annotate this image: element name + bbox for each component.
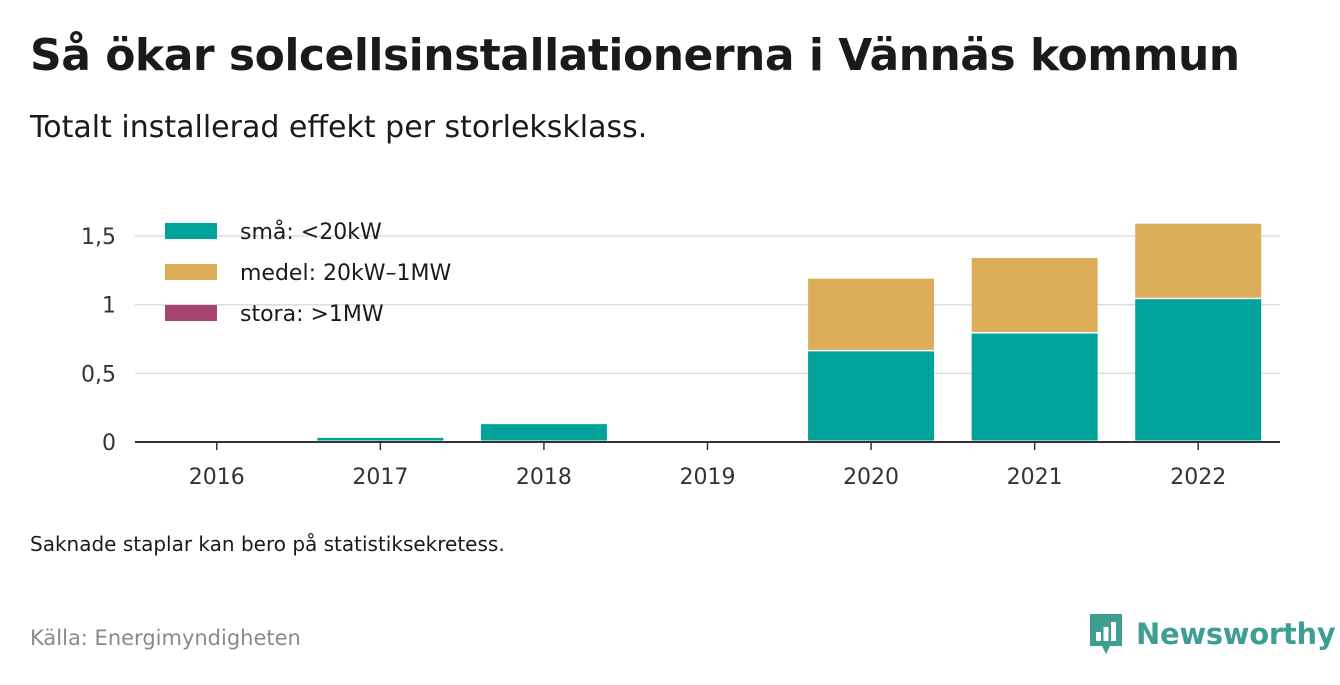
bar-segment — [1135, 223, 1262, 298]
x-tick-label: 2020 — [843, 465, 899, 490]
chart-title: Så ökar solcellsinstallationerna i Vännä… — [30, 30, 1240, 81]
bar-segment — [971, 258, 1098, 333]
bar-segment — [971, 333, 1098, 441]
legend-swatch — [165, 223, 217, 239]
bar-segment — [1135, 299, 1262, 441]
bar-segment — [808, 278, 935, 350]
stacked-bar-chart: 0 0,5 1 1,5 2016 2017 2018 2019 2020 2021 2022 små… — [81, 219, 1280, 490]
bar-segment — [808, 351, 935, 441]
legend-label: medel: 20kW–1MW — [240, 261, 451, 286]
footnote: Saknade staplar kan bero på statistiksek… — [30, 532, 505, 556]
brand-name: Newsworthy — [1136, 617, 1336, 651]
bar-segment — [317, 437, 444, 441]
x-tick-label: 2022 — [1170, 465, 1226, 490]
x-tick-label: 2021 — [1007, 465, 1063, 490]
bar-segment — [480, 424, 607, 441]
x-tick-label: 2017 — [352, 465, 408, 490]
x-tick-label: 2016 — [189, 465, 245, 490]
legend-label: små: <20kW — [240, 219, 382, 245]
legend-swatch — [165, 264, 217, 280]
y-tick-label: 1 — [102, 294, 116, 319]
x-tick-label: 2018 — [516, 465, 572, 490]
legend-label: stora: >1MW — [240, 302, 384, 327]
y-tick-label: 0,5 — [81, 362, 116, 387]
newsworthy-logo-icon — [1090, 614, 1122, 654]
chart-subtitle: Totalt installerad effekt per storlekskl… — [30, 110, 648, 145]
y-tick-label: 1,5 — [81, 225, 116, 250]
y-tick-label: 0 — [102, 431, 116, 456]
legend-swatch — [165, 305, 217, 321]
brand-logo: Newsworthy — [1088, 612, 1336, 656]
source-label: Källa: Energimyndigheten — [30, 626, 301, 650]
x-tick-label: 2019 — [680, 465, 736, 490]
